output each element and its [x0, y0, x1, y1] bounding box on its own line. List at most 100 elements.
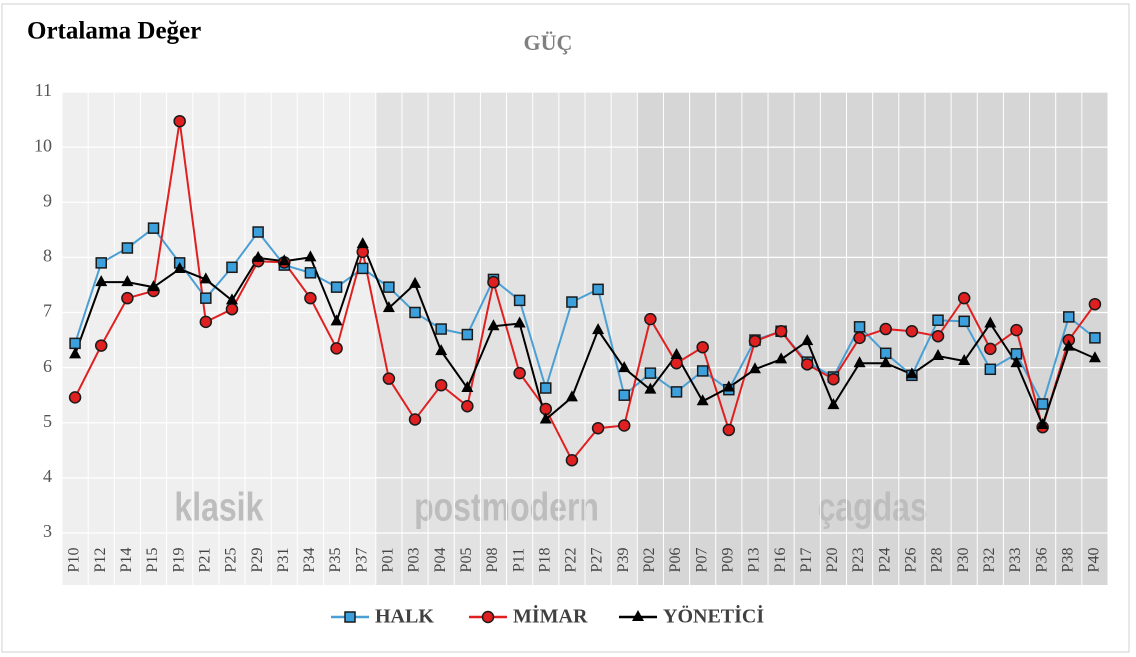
- y-axis-label: Ortalama Değer: [27, 18, 201, 45]
- x-tick-label: P20: [824, 548, 841, 573]
- data-point: [670, 356, 683, 370]
- x-tick-label: P27: [589, 548, 606, 573]
- data-point: [225, 302, 239, 316]
- x-tick-label: P14: [118, 548, 135, 573]
- data-point: [226, 261, 238, 274]
- data-point: [304, 291, 317, 305]
- data-point: [95, 257, 107, 269]
- data-point: [748, 362, 761, 374]
- data-point: [984, 342, 997, 356]
- x-tick-label: P40: [1086, 548, 1103, 573]
- x-tick-label: P39: [615, 548, 632, 573]
- data-point: [356, 237, 369, 249]
- data-point: [827, 398, 840, 410]
- data-point: [252, 226, 264, 238]
- data-point: [383, 281, 395, 293]
- x-tick-label: P04: [432, 548, 449, 573]
- data-point: [225, 293, 238, 305]
- data-point: [1036, 398, 1049, 410]
- data-point: [592, 283, 604, 296]
- x-tick-label: P36: [1033, 548, 1050, 573]
- data-point: [565, 390, 578, 402]
- data-point: [278, 254, 291, 266]
- x-tick-label: P31: [275, 548, 292, 573]
- data-point: [931, 329, 945, 343]
- data-point: [121, 242, 134, 254]
- data-point: [696, 365, 709, 377]
- data-point: [696, 340, 709, 354]
- data-point: [801, 334, 814, 346]
- data-point: [147, 280, 160, 292]
- data-point: [408, 413, 422, 426]
- x-tick-label: P03: [406, 548, 423, 573]
- data-point: [958, 315, 970, 328]
- x-tick-label: P32: [981, 548, 998, 573]
- data-point: [252, 250, 265, 262]
- data-point: [513, 294, 526, 307]
- data-point: [382, 301, 395, 313]
- y-tick-label: 7: [43, 301, 52, 321]
- data-point: [461, 399, 474, 413]
- x-tick-label: P06: [667, 548, 684, 573]
- x-tick-label: P09: [719, 548, 736, 573]
- data-point: [435, 323, 447, 335]
- data-point: [409, 306, 421, 319]
- x-tick-label: P34: [301, 548, 318, 573]
- legend-marker: [344, 611, 356, 623]
- data-point: [1088, 297, 1102, 311]
- x-tick-label: P37: [353, 548, 370, 573]
- legend-label: MİMAR: [513, 604, 588, 628]
- data-point: [566, 296, 578, 308]
- x-tick-label: P17: [798, 548, 815, 573]
- x-tick-label: P10: [66, 548, 83, 573]
- x-tick-label: P16: [772, 548, 789, 573]
- data-point: [69, 337, 81, 350]
- y-tick-label: 3: [43, 521, 52, 541]
- data-point: [957, 291, 971, 305]
- series-line: [74, 121, 1096, 463]
- x-tick-label: P26: [903, 548, 920, 573]
- data-point: [618, 361, 631, 373]
- data-point: [932, 314, 944, 326]
- data-point: [905, 324, 919, 338]
- data-point: [540, 382, 552, 394]
- data-point: [853, 331, 866, 345]
- series-line: [74, 226, 1096, 407]
- data-point: [827, 372, 840, 386]
- data-point: [121, 275, 134, 287]
- data-point: [618, 389, 630, 401]
- data-point: [487, 275, 500, 289]
- x-tick-label: P07: [693, 548, 710, 573]
- y-tick-label: 11: [35, 80, 52, 100]
- x-tick-label: P33: [1007, 548, 1024, 573]
- data-point: [304, 250, 317, 262]
- data-point: [409, 276, 422, 288]
- x-tick-label: P01: [380, 548, 397, 573]
- data-point: [853, 356, 866, 368]
- x-tick-label: P15: [144, 548, 161, 573]
- data-point: [722, 423, 736, 437]
- data-point: [487, 319, 500, 331]
- data-point: [1089, 332, 1101, 344]
- x-tick-label: P35: [327, 548, 344, 573]
- data-point: [330, 281, 343, 293]
- data-point: [879, 356, 892, 368]
- x-tick-label: P38: [1059, 548, 1076, 573]
- x-tick-label: P29: [249, 548, 266, 573]
- data-point: [801, 358, 814, 371]
- data-point: [984, 316, 997, 328]
- data-point: [696, 394, 709, 406]
- y-tick-label: 9: [43, 190, 52, 210]
- data-point: [199, 315, 213, 329]
- x-tick-label: P13: [746, 548, 763, 573]
- data-point: [461, 328, 474, 341]
- legend-label: HALK: [375, 606, 434, 628]
- data-point: [984, 363, 997, 376]
- data-point: [644, 367, 657, 379]
- data-point: [644, 382, 657, 394]
- x-tick-label: P28: [929, 548, 946, 573]
- data-point: [591, 422, 605, 435]
- y-tick-label: 4: [43, 466, 52, 486]
- data-point: [435, 344, 448, 356]
